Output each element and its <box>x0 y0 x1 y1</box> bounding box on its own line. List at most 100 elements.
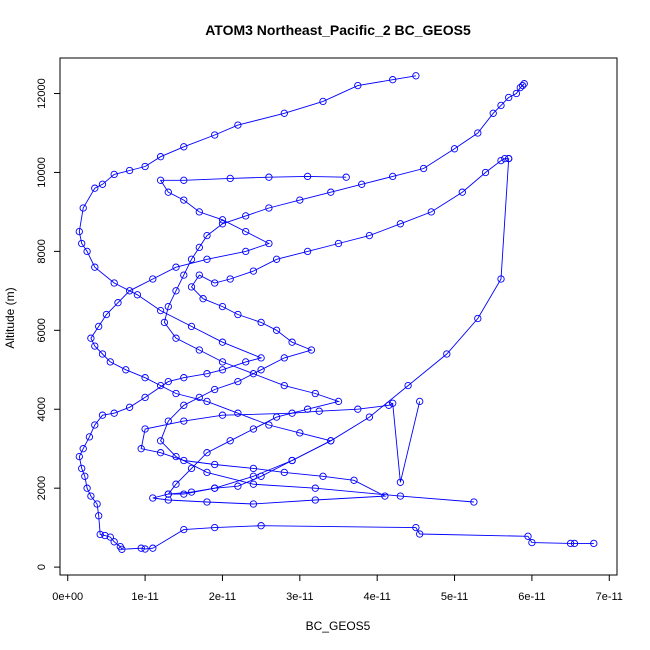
data-point <box>83 247 91 256</box>
data-point <box>334 239 343 248</box>
data-point <box>354 405 362 413</box>
data-point <box>497 101 505 110</box>
data-point <box>443 350 451 358</box>
data-point <box>95 512 103 520</box>
data-point <box>110 409 118 417</box>
data-point <box>342 173 350 181</box>
data-point <box>180 374 188 382</box>
y-tick-label: 2000 <box>36 476 48 500</box>
data-point <box>334 397 343 406</box>
data-point <box>78 239 86 248</box>
data-point <box>470 498 478 506</box>
data-point <box>172 389 180 398</box>
data-point <box>272 255 281 263</box>
data-point <box>203 468 211 477</box>
y-tick-label: 4000 <box>36 397 48 421</box>
data-point <box>218 220 227 228</box>
data-point <box>481 168 490 177</box>
data-point <box>172 334 180 342</box>
data-point <box>110 170 118 179</box>
data-point <box>187 283 196 291</box>
data-point <box>257 366 265 374</box>
data-point <box>83 484 91 492</box>
data-point <box>350 476 358 484</box>
x-tick-label: 3e-11 <box>286 591 313 603</box>
x-tick-label: 6e-11 <box>518 591 545 603</box>
data-point <box>234 482 242 490</box>
data-point <box>75 227 83 236</box>
data-point <box>114 299 122 307</box>
data-point <box>91 342 99 350</box>
data-point <box>474 129 482 137</box>
data-point <box>164 417 172 425</box>
data-point <box>365 413 374 421</box>
data-point <box>570 539 579 548</box>
y-tick-label: 6000 <box>36 318 48 342</box>
data-point <box>419 164 428 173</box>
data-point <box>501 154 509 163</box>
data-point <box>211 279 219 287</box>
data-point <box>180 417 188 425</box>
x-tick-label: 7e-11 <box>596 591 623 603</box>
y-tick-label: 12000 <box>36 78 48 109</box>
data-point <box>187 322 196 331</box>
data-point <box>528 538 536 547</box>
data-point <box>180 143 188 151</box>
data-point <box>489 109 497 117</box>
data-point <box>257 522 265 530</box>
data-point <box>125 403 134 411</box>
data-point <box>172 452 180 461</box>
data-point <box>288 338 296 346</box>
x-tick-label: 2e-11 <box>209 591 236 603</box>
y-tick-label: 8000 <box>36 239 48 263</box>
data-point <box>327 188 335 196</box>
data-point <box>358 180 366 188</box>
data-point <box>180 271 188 279</box>
data-point <box>265 421 273 429</box>
data-point <box>85 433 94 441</box>
data-point <box>389 399 397 407</box>
data-point <box>172 480 180 488</box>
data-point <box>315 407 323 415</box>
data-point <box>234 121 242 129</box>
series-line-3 <box>163 83 525 495</box>
data-point <box>307 346 316 354</box>
data-point <box>195 243 203 252</box>
data-point <box>242 358 250 366</box>
data-point <box>125 166 134 175</box>
data-point <box>257 318 265 327</box>
data-point <box>98 411 107 419</box>
data-point <box>96 530 104 539</box>
data-point <box>164 188 172 196</box>
data-point <box>249 267 258 275</box>
data-point <box>195 346 203 354</box>
data-point <box>172 263 180 271</box>
data-point <box>156 153 165 161</box>
data-point <box>234 409 242 417</box>
data-point <box>249 480 258 488</box>
data-point <box>242 212 250 220</box>
data-point <box>396 220 405 228</box>
data-point <box>234 310 242 319</box>
data-point <box>303 247 312 256</box>
data-point <box>203 255 211 263</box>
data-point <box>412 72 420 80</box>
data-point <box>102 310 111 319</box>
data-point <box>93 500 101 508</box>
data-point <box>505 93 513 102</box>
x-tick-label: 5e-11 <box>441 591 468 603</box>
data-point <box>95 322 103 331</box>
data-point <box>280 109 288 117</box>
data-point <box>180 176 188 184</box>
data-point <box>211 523 219 532</box>
data-point <box>218 358 227 366</box>
data-point <box>520 80 528 88</box>
data-point <box>91 184 99 192</box>
data-point <box>98 180 107 188</box>
data-point <box>164 302 172 311</box>
y-tick-label: 0 <box>36 564 48 570</box>
data-point <box>566 539 575 548</box>
data-point <box>242 227 250 236</box>
data-point <box>87 334 95 342</box>
data-point <box>416 397 424 406</box>
